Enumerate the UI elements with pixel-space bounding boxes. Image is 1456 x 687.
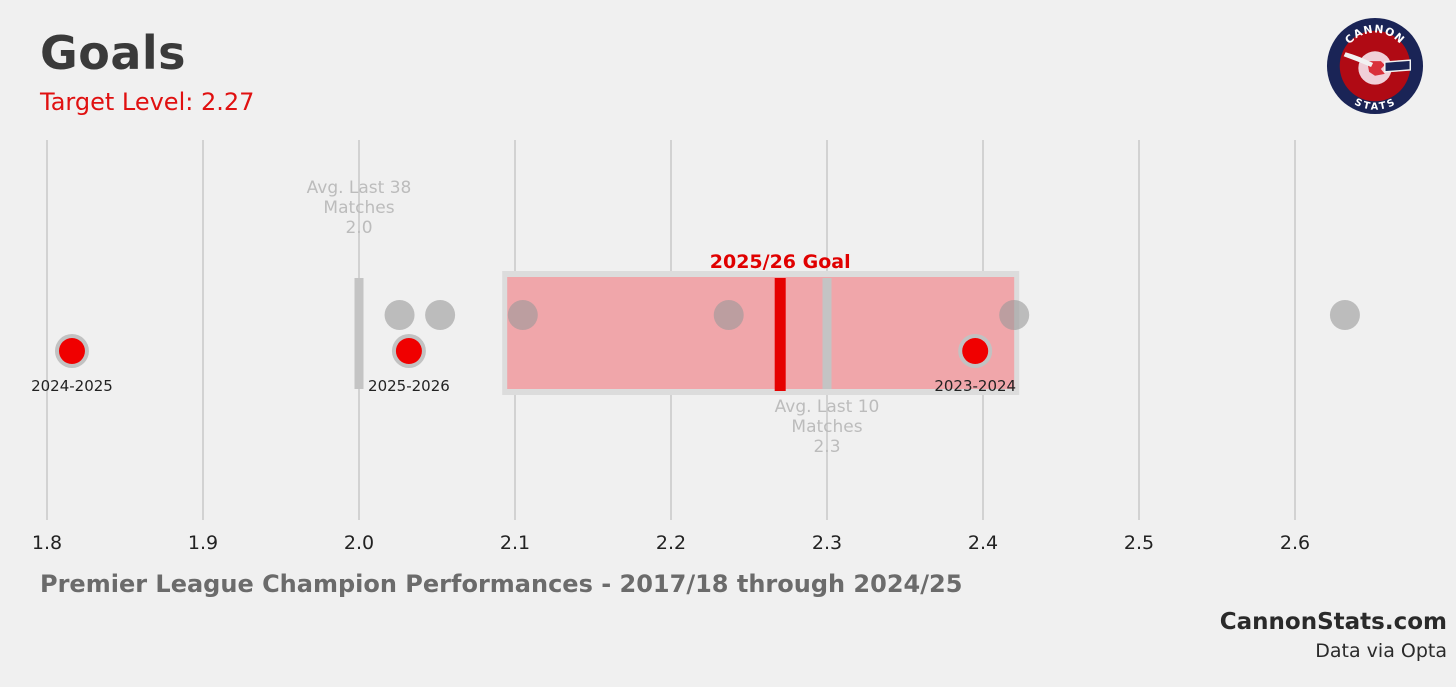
chart-labels: 2024-2025 2025-2026 2023-2024 2025/26 Goal A… (31, 178, 1016, 457)
champion-point (713, 300, 744, 330)
season-label: 2024-2025 (31, 377, 113, 395)
x-tick-label: 2.0 (344, 532, 374, 554)
x-tick-label: 2.5 (1124, 532, 1154, 554)
x-axis-ticks: 1.8 1.9 2.0 2.1 2.2 2.3 2.4 2.5 2.6 (32, 532, 1310, 554)
season-label: 2025-2026 (368, 377, 450, 395)
x-tick-label: 2.3 (812, 532, 842, 554)
data-points (54, 300, 1360, 368)
season-point (962, 338, 989, 364)
champion-point (1329, 300, 1360, 330)
x-tick-label: 1.8 (32, 532, 62, 554)
x-tick-label: 2.2 (656, 532, 686, 554)
average-value-label: 2.0 (345, 218, 372, 238)
goal-band-label: 2025/26 Goal (710, 251, 851, 273)
x-tick-label: 1.9 (188, 532, 218, 554)
average-markers (354, 278, 832, 389)
goal-band-group (502, 271, 1020, 395)
chart-footnote: Premier League Champion Performances - 2… (40, 570, 963, 598)
season-point (395, 338, 422, 364)
goal-band (507, 277, 1015, 389)
season-point (58, 338, 85, 364)
x-tick-label: 2.1 (500, 532, 530, 554)
average-label: Matches (323, 198, 394, 218)
average-label: Avg. Last 38 (307, 178, 412, 198)
svg-text:STATS: STATS (1353, 97, 1398, 113)
season-label: 2023-2024 (934, 377, 1016, 395)
average-label: Matches (791, 417, 862, 437)
cannon-stats-logo-icon: CANNON STATS (1326, 17, 1424, 115)
average-label: Avg. Last 10 (775, 397, 880, 417)
average-marker (822, 278, 832, 389)
average-value-label: 2.3 (813, 437, 840, 457)
x-tick-label: 2.4 (968, 532, 998, 554)
average-marker (354, 278, 364, 389)
champion-point (999, 300, 1030, 330)
data-credit: Data via Opta (1315, 640, 1447, 662)
champion-point (507, 300, 538, 330)
site-name: CannonStats.com (1219, 609, 1447, 635)
x-tick-label: 2.6 (1280, 532, 1310, 554)
target-line (774, 278, 786, 391)
champion-point (384, 300, 415, 330)
logo-text-bottom: STATS (1353, 97, 1397, 113)
chart-title: Goals (40, 26, 187, 80)
champion-point (425, 300, 456, 330)
target-level-subtitle: Target Level: 2.27 (40, 88, 255, 116)
